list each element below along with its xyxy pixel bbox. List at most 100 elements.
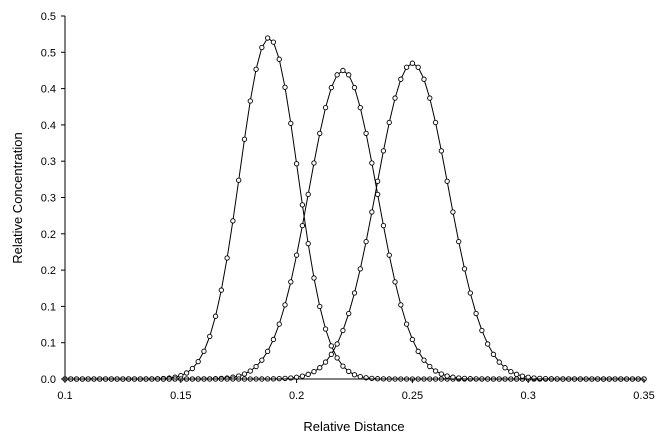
- data-point: [311, 275, 317, 281]
- data-point: [531, 375, 537, 381]
- data-point: [392, 279, 398, 285]
- data-point: [502, 365, 508, 371]
- series-line: [65, 62, 644, 380]
- data-point: [224, 255, 230, 261]
- data-point: [375, 178, 381, 184]
- data-point: [259, 44, 265, 51]
- data-point: [386, 119, 392, 126]
- data-point: [403, 321, 410, 327]
- x-ticks: 0.1 0.15 0.2 0.25 0.3 0.35: [57, 379, 655, 402]
- y-tick-label: 0.5: [41, 47, 56, 59]
- x-tick-label: 0.15: [170, 390, 191, 402]
- data-point: [212, 313, 219, 319]
- data-point: [305, 371, 311, 377]
- data-point: [293, 161, 300, 167]
- data-point: [456, 375, 462, 381]
- data-point: [305, 241, 311, 247]
- data-point: [456, 238, 462, 245]
- data-point: [253, 66, 259, 72]
- data-point: [317, 130, 323, 137]
- data-point: [340, 327, 346, 334]
- data-point: [311, 160, 317, 166]
- data-point: [369, 375, 375, 382]
- data-point: [409, 60, 416, 66]
- data-point: [241, 136, 248, 142]
- y-tick-label: 0.4: [41, 84, 56, 96]
- data-point: [427, 95, 433, 101]
- data-point: [282, 302, 288, 308]
- x-tick-label: 0.1: [57, 390, 72, 402]
- y-tick-label: 0.3: [41, 156, 56, 168]
- data-point: [427, 363, 433, 370]
- x-tick-label: 0.2: [289, 390, 304, 402]
- data-point: [328, 84, 334, 91]
- data-point: [282, 375, 288, 382]
- data-point: [195, 358, 201, 365]
- data-point: [328, 343, 334, 349]
- x-tick-label: 0.35: [633, 390, 654, 402]
- y-tick-label: 0.1: [41, 301, 56, 313]
- data-point: [351, 372, 358, 378]
- y-tick-label: 0.0: [41, 374, 56, 386]
- y-tick-label: 0.2: [41, 265, 56, 277]
- data-point: [288, 375, 294, 381]
- data-point: [322, 104, 329, 111]
- data-point: [270, 336, 277, 343]
- y-tick-label: 0.2: [41, 229, 56, 241]
- data-point: [415, 348, 421, 354]
- series-3: [62, 60, 647, 382]
- data-point: [346, 72, 352, 78]
- data-point: [363, 238, 369, 245]
- data-point: [398, 76, 404, 82]
- data-point: [334, 72, 340, 78]
- data-point: [346, 310, 352, 317]
- data-point: [230, 218, 236, 224]
- data-point: [392, 95, 398, 101]
- data-point: [264, 348, 271, 354]
- data-point: [438, 148, 444, 154]
- data-point: [357, 266, 363, 272]
- data-point: [247, 98, 253, 104]
- data-point: [438, 371, 444, 377]
- data-point: [398, 302, 404, 308]
- y-axis-title: Relative Concentration: [10, 132, 25, 264]
- data-point: [317, 303, 323, 310]
- y-tick-label: 0.4: [41, 120, 56, 132]
- data-point: [369, 209, 375, 215]
- data-point: [346, 368, 352, 375]
- data-point: [432, 119, 439, 126]
- data-point: [259, 357, 265, 363]
- data-point: [473, 310, 479, 317]
- data-point: [201, 348, 207, 354]
- data-point: [444, 373, 450, 379]
- data-point: [270, 39, 277, 45]
- data-point: [328, 351, 334, 357]
- data-point: [282, 84, 288, 90]
- data-point: [409, 336, 416, 343]
- data-point: [403, 64, 410, 70]
- data-point: [490, 351, 497, 357]
- data-point: [519, 373, 526, 379]
- data-point: [351, 84, 358, 91]
- data-point: [299, 373, 306, 379]
- data-point: [496, 359, 502, 365]
- data-point: [247, 368, 253, 374]
- data-point: [461, 375, 468, 382]
- x-tick-label: 0.3: [521, 390, 536, 402]
- data-point: [380, 148, 387, 154]
- data-point: [299, 202, 306, 208]
- data-point: [299, 222, 306, 229]
- data-point: [264, 35, 271, 41]
- data-point: [317, 365, 323, 371]
- data-point: [369, 160, 375, 166]
- data-point: [189, 365, 196, 372]
- x-tick-label: 0.25: [402, 390, 423, 402]
- y-tick-label: 0.1: [41, 338, 56, 350]
- data-point: [485, 341, 491, 347]
- data-point: [421, 76, 427, 82]
- data-point: [508, 368, 514, 375]
- data-point: [421, 357, 427, 363]
- data-point: [380, 222, 387, 229]
- data-point: [351, 290, 358, 296]
